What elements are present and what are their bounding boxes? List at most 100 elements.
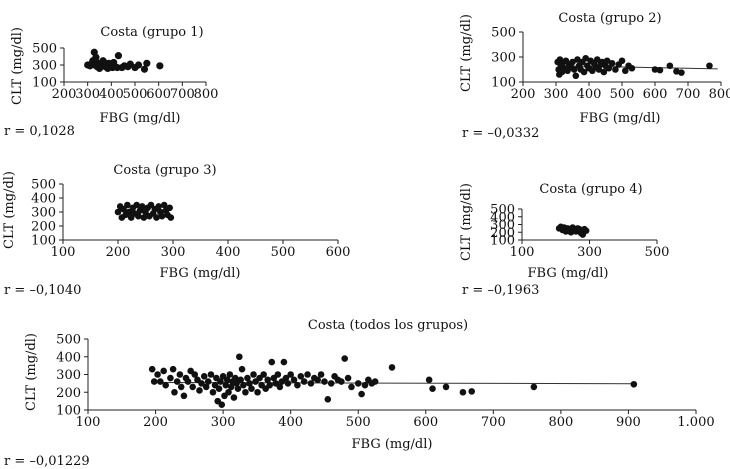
data-point — [184, 378, 192, 385]
x-axis-label: FBG (mg/dl) — [580, 111, 661, 126]
x-tick-label: 500 — [271, 245, 296, 260]
data-point — [593, 56, 601, 63]
data-point — [307, 380, 315, 387]
data-point — [153, 214, 160, 221]
x-tick-label: 400 — [99, 87, 124, 102]
data-point — [459, 388, 467, 396]
data-point — [204, 378, 212, 385]
data-point — [138, 203, 146, 210]
data-point — [166, 204, 173, 212]
data-point — [468, 388, 476, 395]
correlation-label: r = –0,01229 — [4, 454, 90, 469]
data-point — [180, 392, 188, 400]
data-point — [442, 383, 450, 391]
data-point — [176, 371, 184, 378]
y-tick-label: 100 — [32, 76, 57, 91]
x-axis-label: FBG (mg/dl) — [528, 266, 609, 281]
x-tick-label: 600 — [326, 245, 351, 260]
y-tick-label: 100 — [491, 76, 516, 91]
data-point — [673, 68, 680, 75]
data-point — [209, 388, 217, 396]
data-point — [678, 69, 685, 76]
data-point — [572, 72, 580, 80]
x-tick-label: 400 — [216, 245, 241, 260]
data-point — [266, 381, 274, 389]
x-tick-label: 100 — [510, 245, 535, 260]
data-point — [264, 376, 271, 384]
data-point — [618, 57, 626, 65]
data-point — [574, 56, 581, 63]
x-tick-label: 100 — [76, 415, 101, 430]
data-point — [237, 376, 244, 384]
x-tick-label: 500 — [610, 87, 635, 102]
data-point — [114, 208, 122, 216]
data-point — [244, 374, 251, 382]
data-point — [314, 376, 321, 384]
y-tick-label: 300 — [56, 368, 81, 383]
y-tick-label: 100 — [31, 234, 56, 249]
data-point — [150, 378, 158, 385]
x-tick-label: 500 — [123, 87, 148, 102]
data-point — [317, 371, 325, 378]
data-point — [304, 371, 311, 378]
y-tick-label: 500 — [56, 333, 81, 348]
y-tick-label: 500 — [31, 178, 56, 193]
data-point — [200, 372, 208, 380]
y-axis-label: CLT (mg/dl) — [459, 14, 474, 92]
data-point — [582, 54, 589, 62]
y-tick-label: 300 — [31, 206, 56, 221]
y-tick-label: 100 — [56, 404, 81, 419]
x-tick-label: 200 — [52, 87, 77, 102]
x-tick-label: 800 — [194, 87, 219, 102]
x-tick-label: 100 — [51, 245, 76, 260]
data-point — [135, 212, 142, 220]
data-point — [236, 353, 243, 361]
correlation-label: r = –0,1963 — [462, 283, 539, 298]
data-point — [177, 383, 185, 391]
y-tick-label: 500 — [32, 42, 57, 57]
data-point — [260, 371, 267, 378]
data-point — [240, 381, 247, 389]
x-tick-label: 300 — [75, 87, 100, 102]
data-point — [196, 387, 203, 394]
data-point — [160, 201, 168, 209]
x-tick-label: 400 — [278, 415, 303, 430]
data-point — [254, 388, 261, 396]
correlation-label: r = –0,0332 — [462, 126, 539, 141]
data-point — [622, 67, 629, 75]
x-tick-label: 700 — [170, 87, 195, 102]
data-point — [280, 358, 288, 366]
data-point — [218, 401, 226, 408]
data-point — [600, 68, 608, 76]
data-point — [338, 378, 345, 385]
data-point — [171, 388, 178, 396]
data-point — [125, 208, 133, 216]
data-point — [133, 201, 140, 209]
x-tick-label: 300 — [544, 87, 569, 102]
y-tick-label: 100 — [490, 234, 515, 249]
data-point — [191, 371, 199, 378]
data-point — [143, 59, 151, 67]
data-point — [361, 381, 369, 389]
data-point — [358, 390, 365, 398]
chart-panel-grupo-4: Costa (grupo 4) CLT (mg/dl) FBG (mg/dl) … — [459, 182, 669, 298]
data-point — [612, 66, 619, 73]
chart-title: Costa (todos los grupos) — [308, 318, 468, 333]
x-tick-label: 700 — [676, 87, 701, 102]
x-tick-label: 800 — [709, 87, 730, 102]
x-tick-label: 400 — [577, 87, 602, 102]
data-point — [207, 371, 215, 378]
data-point — [569, 58, 576, 66]
x-tick-label: 200 — [511, 87, 536, 102]
data-point — [189, 383, 197, 391]
y-axis-label: CLT (mg/dl) — [10, 27, 25, 105]
data-point — [250, 371, 257, 378]
chart-title: Costa (grupo 4) — [539, 182, 642, 197]
data-point — [202, 383, 210, 391]
x-tick-label: 200 — [106, 245, 131, 260]
data-point — [287, 371, 294, 378]
data-point — [162, 381, 169, 389]
chart-panel-grupo-3: Costa (grupo 3) CLT (mg/dl) FBG (mg/dl) … — [2, 163, 350, 298]
data-point — [297, 372, 305, 380]
